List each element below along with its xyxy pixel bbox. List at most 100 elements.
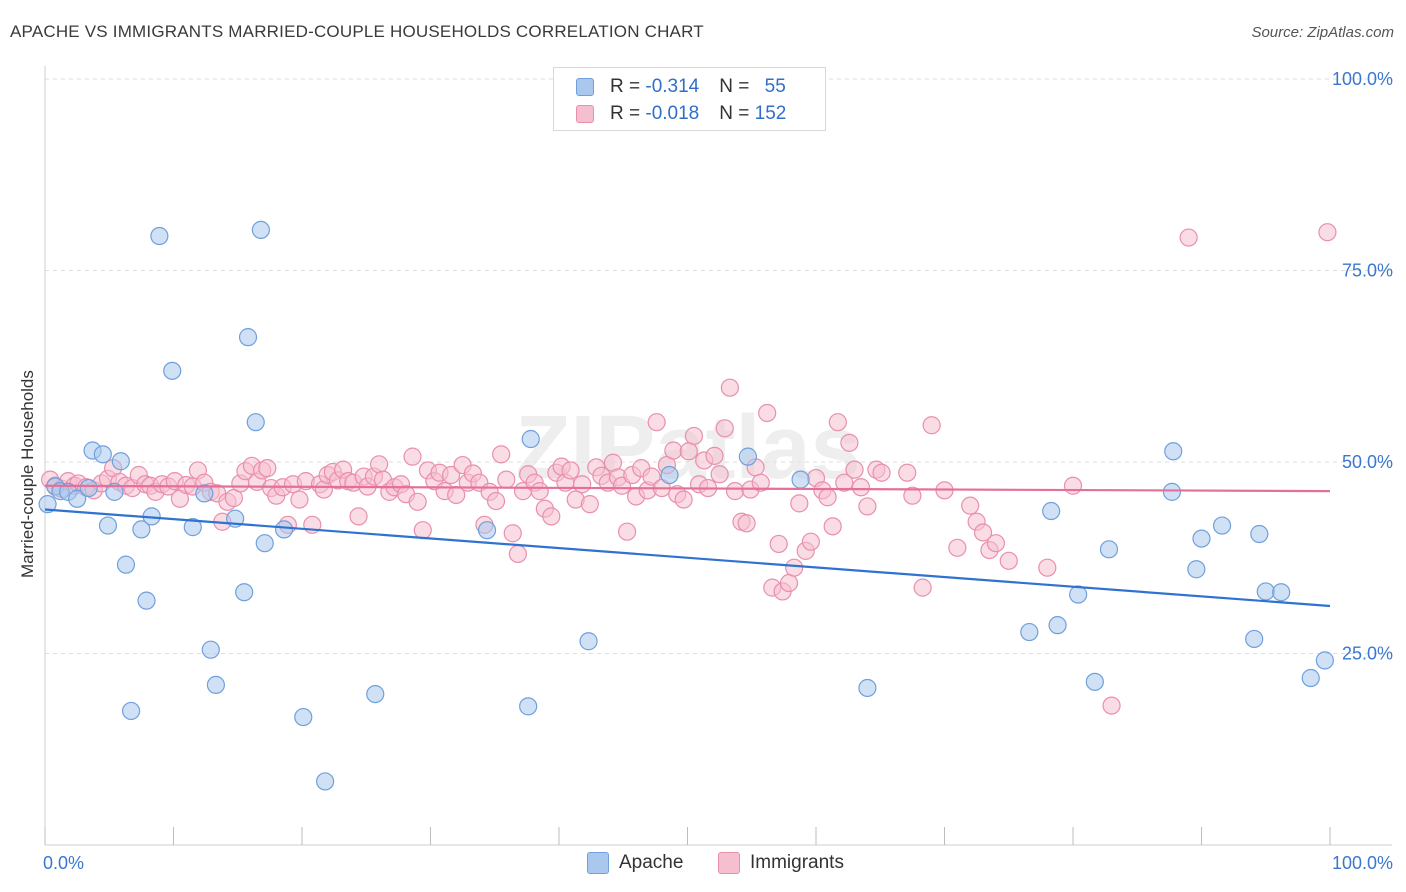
- apache-point-30: [316, 772, 335, 791]
- immigrants-point-79: [492, 445, 511, 464]
- immigrants-point-140: [818, 488, 837, 507]
- y-axis-label: Married-couple Households: [18, 370, 37, 578]
- immigrants-point-88: [542, 507, 561, 526]
- immigrants-point-94: [573, 475, 592, 494]
- apache-point-16: [150, 226, 169, 246]
- immigrants-point-153: [922, 416, 941, 435]
- apache-point-28: [274, 520, 294, 539]
- apache-point-55: [1301, 668, 1320, 688]
- apache-points: [38, 220, 1334, 791]
- immigrants-point-119: [705, 446, 724, 465]
- immigrants-n-label: N =: [719, 103, 755, 124]
- immigrants-point-156: [961, 496, 980, 515]
- immigrants-point-92: [561, 461, 580, 480]
- immigrants-point-145: [845, 460, 864, 479]
- apache-point-33: [519, 697, 538, 716]
- immigrants-point-125: [737, 514, 756, 533]
- apache-n-value: 55: [764, 76, 786, 97]
- immigrants-r-label: R =: [610, 103, 646, 124]
- immigrants-point-70: [441, 465, 461, 485]
- immigrants-point-95: [580, 495, 599, 514]
- apache-point-37: [738, 447, 757, 466]
- immigrants-point-133: [779, 573, 799, 593]
- immigrants-point-115: [684, 426, 704, 446]
- immigrants-point-122: [720, 378, 740, 397]
- immigrants-point-108: [647, 413, 666, 432]
- immigrants-legend-swatch: [718, 852, 740, 874]
- apache-point-14: [137, 591, 156, 610]
- immigrants-point-152: [913, 578, 932, 597]
- immigrants-point-42: [290, 490, 309, 509]
- apache-legend-label: Apache: [619, 852, 684, 873]
- immigrants-trend-line: [44, 484, 1331, 493]
- apache-point-35: [579, 632, 598, 651]
- immigrants-point-82: [508, 544, 527, 564]
- legend-item-immigrants[interactable]: Immigrants: [718, 852, 844, 874]
- immigrants-point-81: [503, 524, 522, 543]
- source-label: Source: ZipAtlas.com: [1251, 24, 1394, 41]
- apache-point-17: [163, 361, 182, 380]
- apache-trend-line: [44, 508, 1331, 608]
- immigrants-point-147: [858, 497, 877, 516]
- trend-lines: [44, 484, 1331, 608]
- immigrants-point-78: [486, 491, 506, 511]
- apache-point-19: [195, 484, 214, 503]
- chart-title: APACHE VS IMMIGRANTS MARRIED-COUPLE HOUS…: [10, 22, 704, 41]
- apache-point-41: [1042, 501, 1061, 521]
- immigrants-n-value: 152: [754, 103, 787, 124]
- apache-point-5: [79, 478, 98, 498]
- legend-row-apache: R = -0.314 N = 55: [576, 75, 786, 99]
- immigrants-point-164: [1102, 696, 1121, 715]
- immigrants-point-63: [403, 447, 422, 466]
- immigrants-point-141: [823, 517, 842, 536]
- apache-point-27: [255, 534, 274, 553]
- apache-point-11: [116, 555, 136, 574]
- immigrants-point-113: [674, 490, 693, 509]
- immigrants-point-161: [999, 551, 1018, 570]
- apache-point-38: [791, 470, 810, 489]
- apache-point-36: [660, 465, 679, 485]
- legend-item-apache[interactable]: Apache: [587, 852, 683, 874]
- x-tick-label-max: 100.0%: [1332, 853, 1393, 873]
- apache-point-8: [98, 516, 118, 535]
- apache-point-42: [1048, 616, 1067, 635]
- y-tick-label-0: 25.0%: [1342, 644, 1393, 664]
- apache-legend-swatch: [587, 852, 609, 874]
- apache-point-18: [183, 518, 202, 537]
- apache-point-21: [206, 675, 226, 695]
- apache-point-0: [38, 495, 57, 514]
- apache-point-51: [1245, 629, 1264, 649]
- immigrants-point-150: [898, 463, 917, 482]
- immigrants-point-120: [710, 465, 729, 484]
- apache-point-46: [1162, 482, 1182, 501]
- apache-point-20: [201, 640, 220, 659]
- axis-layer: [44, 66, 1392, 846]
- immigrants-point-162: [1038, 558, 1057, 577]
- immigrants-point-107: [642, 467, 661, 486]
- y-tick-label-1: 50.0%: [1342, 452, 1393, 472]
- immigrants-point-53: [349, 507, 368, 526]
- immigrants-point-155: [948, 538, 967, 557]
- immigrants-point-64: [408, 492, 427, 511]
- apache-point-23: [235, 583, 254, 602]
- immigrants-point-114: [679, 442, 698, 461]
- immigrants-point-149: [872, 463, 891, 482]
- apache-point-56: [1315, 651, 1334, 670]
- apache-r-label: R =: [610, 76, 646, 97]
- immigrants-point-163: [1063, 476, 1083, 495]
- apache-point-54: [1272, 583, 1291, 602]
- apache-point-29: [294, 707, 313, 727]
- apache-point-44: [1085, 672, 1104, 691]
- apache-point-7: [93, 445, 112, 464]
- immigrants-point-166: [1318, 223, 1337, 242]
- immigrants-point-160: [986, 534, 1006, 553]
- apache-point-24: [238, 328, 258, 347]
- immigrants-point-135: [790, 494, 809, 513]
- apache-n-label: N =: [719, 76, 755, 97]
- apache-point-49: [1192, 529, 1211, 548]
- immigrants-point-165: [1179, 228, 1198, 247]
- y-tick-label-3: 100.0%: [1332, 69, 1393, 89]
- apache-point-50: [1212, 516, 1232, 535]
- apache-point-48: [1187, 560, 1206, 579]
